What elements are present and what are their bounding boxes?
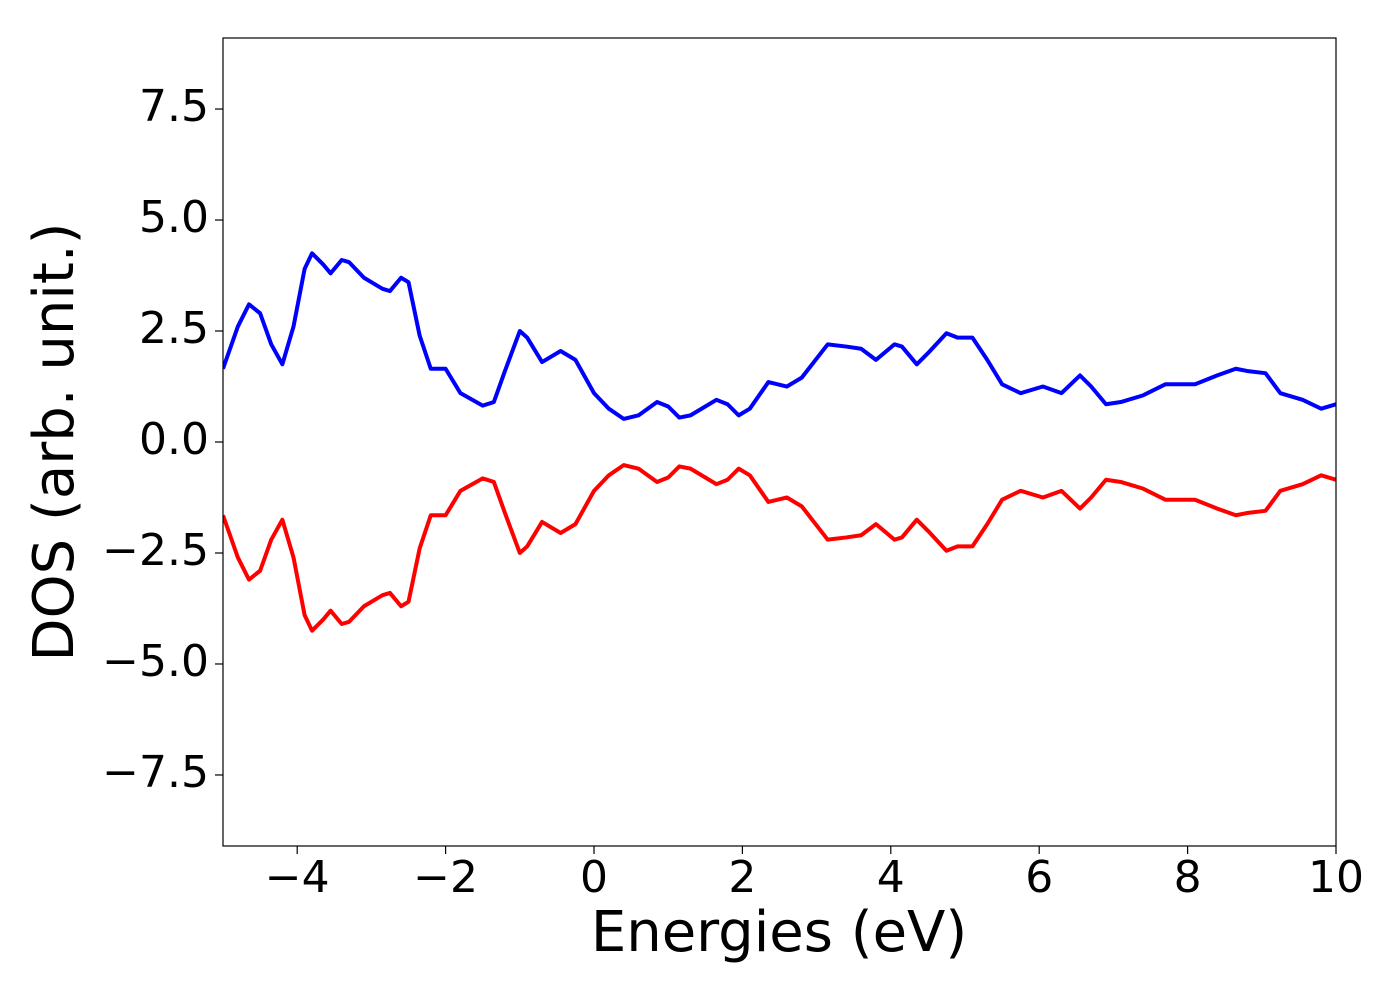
x-tick-label: 6: [1025, 852, 1053, 903]
y-tick-label: 5.0: [139, 192, 209, 243]
plot-lines: [223, 251, 1336, 633]
x-tick-label: 8: [1174, 852, 1202, 903]
x-tick-label: 10: [1308, 852, 1364, 903]
x-tick-label: 0: [580, 852, 608, 903]
x-tick-label: −2: [413, 852, 478, 903]
y-tick-label: 2.5: [139, 303, 209, 354]
plot-frame: [222, 37, 1337, 847]
x-tick-label: −4: [265, 852, 330, 903]
x-axis-label: Energies (eV): [591, 900, 967, 965]
x-tick-label: 4: [877, 852, 905, 903]
y-tick-label: −7.5: [102, 747, 209, 798]
series-line: [223, 251, 1336, 421]
x-tick-label: 2: [728, 852, 756, 903]
y-tick-label: −2.5: [102, 525, 209, 576]
y-axis-label: DOS (arb. unit.): [22, 222, 87, 661]
y-tick-label: −5.0: [102, 636, 209, 687]
y-tick-label: 7.5: [139, 81, 209, 132]
series-line: [223, 463, 1336, 633]
y-tick-label: 0.0: [139, 414, 209, 465]
